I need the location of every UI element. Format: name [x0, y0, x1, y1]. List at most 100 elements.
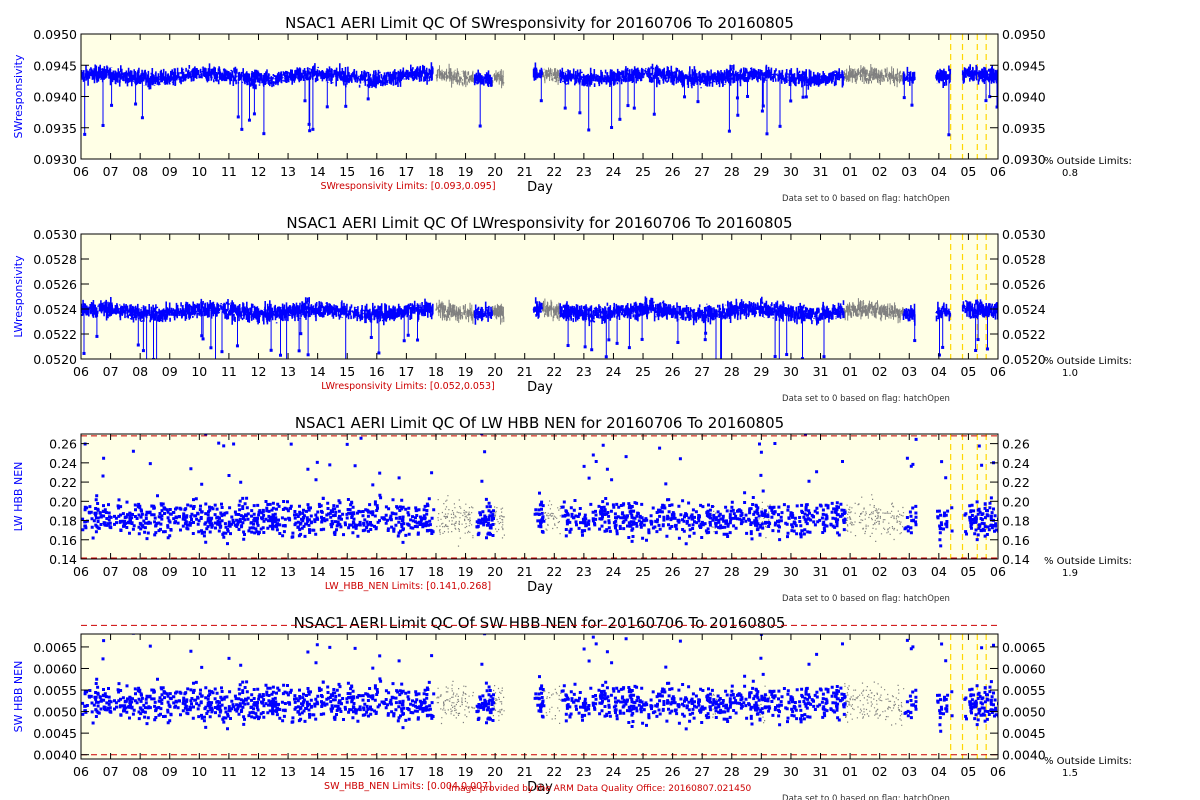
y-tick-label-right: 0.0935	[1002, 121, 1046, 136]
spike-point	[760, 109, 764, 113]
x-tick-label: 08	[132, 764, 148, 779]
outside-limits-label: % Outside Limits:	[1044, 156, 1132, 167]
spike-point	[719, 369, 722, 372]
flagged-series	[435, 298, 904, 325]
y-tick-label-left: 0.16	[49, 533, 77, 548]
outside-limits-value: 0.8	[1062, 168, 1078, 179]
y-tick-label-right: 0.0520	[1002, 352, 1046, 367]
chart-panel-4: NSAC1 AERI Limit QC Of SW HBB NEN for 20…	[12, 614, 1132, 800]
x-tick-label: 06	[990, 764, 1006, 779]
data-series	[81, 434, 998, 559]
x-tick-label: 11	[221, 164, 237, 179]
spike-point	[566, 344, 570, 348]
chart-panel-2: NSAC1 AERI Limit QC Of LWresponsivity fo…	[12, 214, 1132, 404]
y-tick-label-left: 0.0950	[33, 27, 77, 42]
spike-point	[140, 116, 144, 120]
x-tick-label: 26	[665, 164, 681, 179]
x-tick-label: 26	[665, 564, 681, 579]
x-tick-label: 19	[458, 164, 474, 179]
spike-point	[902, 96, 906, 100]
x-tick-label: 10	[191, 564, 207, 579]
x-axis-label: Day	[527, 180, 553, 195]
x-tick-label: 04	[931, 364, 947, 379]
spike-point	[269, 348, 273, 352]
x-tick-label: 31	[813, 764, 829, 779]
limits-label: LW_HBB_NEN Limits: [0.141,0.268]	[325, 581, 491, 592]
x-tick-label: 23	[576, 364, 592, 379]
good-series	[81, 634, 998, 733]
plot-background	[81, 34, 998, 159]
y-axis-label: LW HBB NEN	[12, 462, 25, 532]
x-tick-label: 27	[694, 564, 710, 579]
x-tick-label: 15	[339, 364, 355, 379]
x-tick-label: 02	[872, 364, 888, 379]
x-tick-label: 08	[132, 164, 148, 179]
limits-label: SWresponsivity Limits: [0.093,0.095]	[320, 181, 495, 192]
x-tick-label: 09	[162, 164, 178, 179]
x-tick-label: 16	[369, 764, 385, 779]
footer-credit: Image provided by the ARM Data Quality O…	[448, 784, 752, 794]
y-tick-label-right: 0.18	[1002, 514, 1030, 529]
x-tick-label: 29	[753, 564, 769, 579]
y-tick-label-right: 0.0065	[1002, 640, 1046, 655]
x-tick-label: 06	[73, 764, 89, 779]
spike-point	[778, 124, 782, 128]
x-tick-label: 19	[458, 364, 474, 379]
spike-point	[610, 126, 614, 130]
spike-point	[236, 115, 240, 119]
y-tick-label-left: 0.14	[49, 552, 77, 567]
y-tick-label-right: 0.0522	[1002, 327, 1046, 342]
spike-point	[278, 353, 282, 357]
x-tick-label: 07	[103, 564, 119, 579]
limits-label: LWresponsivity Limits: [0.052,0.053]	[321, 381, 495, 392]
outside-limits-value: 1.0	[1062, 368, 1078, 379]
x-tick-label: 29	[753, 764, 769, 779]
y-tick-label-right: 0.26	[1002, 437, 1030, 452]
y-tick-label-left: 0.0930	[33, 152, 77, 167]
flag-note: Data set to 0 based on flag: hatchOpen	[782, 194, 950, 204]
x-tick-label: 24	[605, 764, 621, 779]
y-tick-label-right: 0.0940	[1002, 90, 1046, 105]
x-tick-label: 21	[517, 364, 533, 379]
plot-background	[81, 234, 998, 359]
spike-point	[801, 95, 805, 99]
spike-point	[941, 345, 945, 349]
x-tick-label: 31	[813, 164, 829, 179]
x-tick-label: 06	[990, 164, 1006, 179]
y-tick-label-right: 0.20	[1002, 494, 1030, 509]
y-tick-label-right: 0.0950	[1002, 27, 1046, 42]
x-tick-label: 23	[576, 764, 592, 779]
plot-frame	[80, 233, 999, 360]
spike-point	[696, 100, 700, 104]
data-series	[81, 634, 998, 759]
x-tick-label: 24	[605, 564, 621, 579]
spike-point	[652, 112, 656, 116]
x-tick-label: 14	[310, 764, 326, 779]
y-axis-label: SW HBB NEN	[12, 661, 25, 733]
plot-background	[81, 634, 998, 759]
spike-point	[311, 127, 315, 131]
y-tick-label-left: 0.0935	[33, 121, 77, 136]
y-tick-label-left: 0.22	[49, 475, 77, 490]
y-tick-label-left: 0.0040	[33, 748, 77, 763]
x-tick-label: 30	[783, 564, 799, 579]
spike-point	[402, 339, 406, 343]
spike-point	[804, 95, 808, 99]
x-tick-label: 26	[665, 364, 681, 379]
x-tick-label: 10	[191, 164, 207, 179]
y-tick-label-left: 0.0050	[33, 705, 77, 720]
outside-limits-value: 1.9	[1062, 568, 1078, 579]
x-tick-label: 19	[458, 564, 474, 579]
x-tick-label: 03	[901, 164, 917, 179]
spike-point	[632, 106, 636, 110]
x-tick-label: 16	[369, 564, 385, 579]
spike-point	[201, 337, 205, 341]
x-tick-label: 06	[73, 564, 89, 579]
x-tick-label: 28	[724, 564, 740, 579]
data-series	[81, 234, 998, 372]
x-tick-label: 28	[724, 164, 740, 179]
x-tick-label: 17	[398, 764, 414, 779]
x-tick-label: 11	[221, 564, 237, 579]
x-tick-label: 30	[783, 764, 799, 779]
x-tick-label: 15	[339, 764, 355, 779]
